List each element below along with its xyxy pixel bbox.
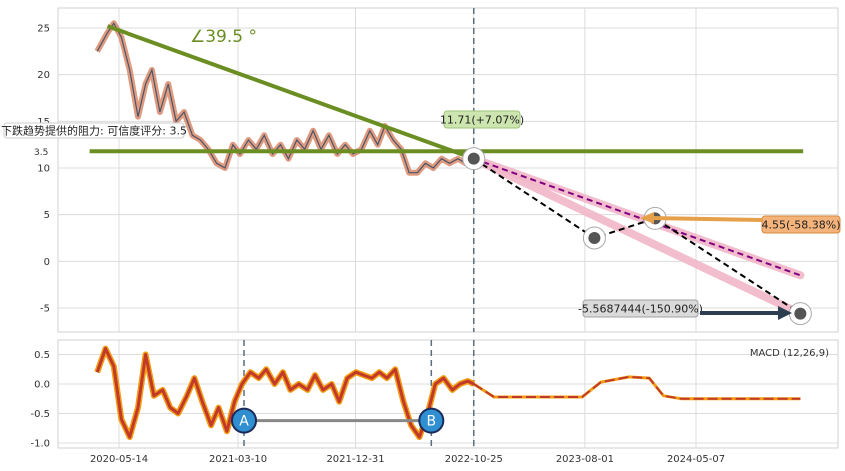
projection-line [473,157,801,277]
price-y-tick-label: 0 [44,257,50,268]
projection-marker [588,232,601,244]
price-panel-frame [57,7,839,333]
macd-y-tick-label: 0.5 [34,350,50,361]
x-tick-label: 2020-05-14 [90,454,148,465]
angle-label: ∠39.5 ° [190,27,257,47]
macd-projection [473,375,801,400]
price-y-tick-label: 20 [37,70,50,81]
macd-panel-frame [57,339,839,449]
x-tick-label: 2021-12-31 [326,454,384,465]
projection-marker [467,152,480,165]
x-tick-label: 2024-05-07 [667,454,725,465]
price-y-tick-label: 5 [44,210,50,221]
annotation-layer: ∠39.5 ° 11.71(+7.07%) 4.55(-58.38%) -5.5687… [1,27,841,359]
target-down-label-text: -5.5687444(-150.90%) [578,303,703,316]
rating-value: 3.5 [34,148,48,158]
projection-marker [794,307,807,320]
price-y-tick-label: 25 [37,24,50,35]
target-down-label-box [582,299,699,318]
x-tick-label: 2023-08-01 [556,454,614,465]
current-price-label-text: 11.71(+7.07%) [440,114,524,127]
resistance-note-box [3,122,185,139]
price-layer [89,8,812,332]
price-y-tick-label: 10 [37,164,50,175]
target-up-label-box [761,215,841,234]
projection-band [469,154,805,318]
x-tick-label: 2022-10-25 [445,454,503,465]
trendline-descending-resistance [106,24,475,161]
arrowhead-target-down [778,306,792,320]
arrowhead-target-up [640,212,654,224]
macd-legend: MACD (12,26,9) [750,348,829,359]
macd-y-tick-label: -0.5 [30,409,50,420]
current-price-label-box [443,110,521,129]
price-y-tick-label: -5 [40,304,50,315]
target-up-label-text: 4.55(-58.38%) [762,219,841,232]
x-tick-label: 2021-03-10 [209,454,267,465]
macd-line [95,347,475,439]
point-label-text: B [427,414,437,430]
axes-layer: 2020-05-14 2021-03-10 2021-12-31 2022-10-25… [30,24,725,466]
point-label-text: A [239,414,249,430]
point-label-A [231,407,258,434]
projection-line [473,157,801,315]
macd-y-tick-label: -1.0 [30,439,50,450]
price-y-tick-label: 15 [37,117,50,128]
resistance-note-text: 下跌趋势提供的阻力: 可信度评分: 3.5 [1,124,187,138]
point-label-B [418,407,445,434]
arrow-target-up [649,216,763,222]
macd-y-tick-label: 0.0 [34,380,50,391]
